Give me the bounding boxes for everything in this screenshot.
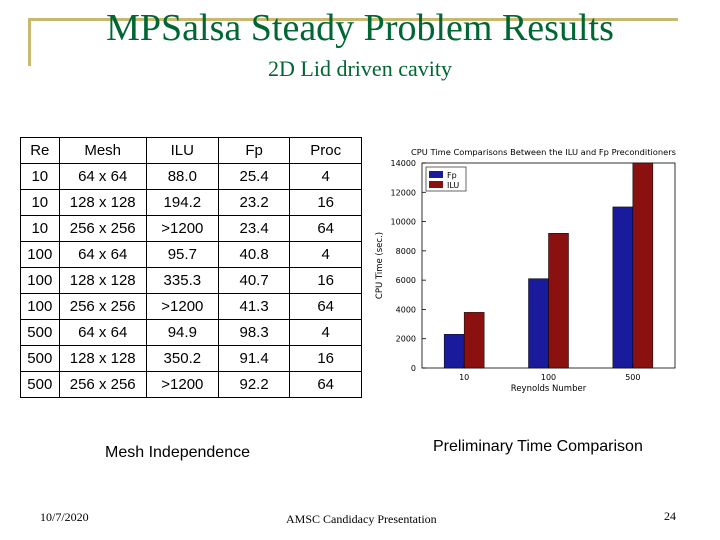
cell-re: 500: [20, 319, 60, 346]
header-fp: Fp: [217, 137, 291, 164]
x-tick-label: 10: [459, 373, 469, 382]
table-row: 10 128 x 128 194.2 23.2 16: [20, 189, 362, 216]
y-tick-label: 4000: [396, 305, 416, 314]
table-caption: Mesh Independence: [105, 444, 250, 461]
cell-proc: 4: [289, 163, 362, 190]
header-ilu: ILU: [145, 137, 219, 164]
table-row: 500 256 x 256 >1200 92.2 64: [20, 371, 362, 398]
results-table: Re Mesh ILU Fp Proc 10 64 x 64 88.0 25.4…: [20, 137, 362, 398]
bar-fp-100: [528, 278, 549, 369]
cell-ilu: 194.2: [145, 189, 219, 216]
cell-fp: 41.3: [217, 293, 291, 320]
chart-caption: Preliminary Time Comparison: [433, 438, 643, 455]
table-row: 100 128 x 128 335.3 40.7 16: [20, 267, 362, 294]
table-row: 10 64 x 64 88.0 25.4 4: [20, 163, 362, 190]
cell-proc: 4: [289, 319, 362, 346]
bar-ilu-100: [548, 233, 569, 369]
y-tick-label: 12000: [391, 188, 416, 197]
header-mesh: Mesh: [58, 137, 147, 164]
cell-fp: 91.4: [217, 345, 291, 372]
cell-mesh: 256 x 256: [58, 371, 147, 398]
cell-fp: 40.8: [217, 241, 291, 268]
cell-mesh: 64 x 64: [58, 241, 147, 268]
table-row: 100 64 x 64 95.7 40.8 4: [20, 241, 362, 268]
chart-title: CPU Time Comparisons Between the ILU and…: [411, 147, 676, 157]
bar-ilu-500: [632, 162, 654, 369]
table-row: 100 256 x 256 >1200 41.3 64: [20, 293, 362, 320]
cell-proc: 16: [289, 345, 362, 372]
y-axis-label: CPU Time (sec.): [375, 232, 385, 299]
cell-fp: 25.4: [217, 163, 291, 190]
bar-ilu-10: [463, 312, 485, 369]
legend-label-ilu: ILU: [447, 181, 459, 190]
cell-proc: 4: [289, 241, 362, 268]
y-tick-label: 10000: [391, 218, 416, 227]
cell-mesh: 128 x 128: [58, 345, 147, 372]
x-axis-label: Reynolds Number: [511, 384, 587, 393]
cell-mesh: 128 x 128: [58, 189, 147, 216]
header-re: Re: [20, 137, 60, 164]
legend-label-fp: Fp: [447, 171, 457, 180]
y-tick-label: 8000: [396, 247, 416, 256]
cell-ilu: 95.7: [145, 241, 219, 268]
y-tick-label: 0: [411, 364, 416, 373]
table-row: 500 128 x 128 350.2 91.4 16: [20, 345, 362, 372]
footer-date: 10/7/2020: [40, 510, 89, 524]
cell-re: 500: [20, 345, 60, 372]
y-tick-label: 6000: [396, 276, 416, 285]
cpu-time-chart: CPU Time Comparisons Between the ILU and…: [375, 147, 676, 393]
table-row: 10 256 x 256 >1200 23.4 64: [20, 215, 362, 242]
decorative-vertical-bar: [28, 18, 31, 66]
cell-re: 10: [20, 215, 60, 242]
cell-mesh: 256 x 256: [58, 215, 147, 242]
bar-fp-500: [612, 206, 634, 369]
cell-fp: 40.7: [217, 267, 291, 294]
cell-ilu: >1200: [145, 371, 219, 398]
cell-re: 10: [20, 189, 60, 216]
y-tick-label: 2000: [396, 335, 416, 344]
table-row: 500 64 x 64 94.9 98.3 4: [20, 319, 362, 346]
cell-mesh: 256 x 256: [58, 293, 147, 320]
legend-swatch-fp: [429, 171, 443, 178]
cell-ilu: 88.0: [145, 163, 219, 190]
bar-fp-10: [443, 334, 465, 369]
header-proc: Proc: [289, 137, 362, 164]
slide-subtitle: 2D Lid driven cavity: [268, 56, 452, 81]
slide-title: MPSalsa Steady Problem Results: [106, 7, 614, 49]
cell-ilu: 94.9: [145, 319, 219, 346]
x-tick-label: 500: [625, 373, 640, 382]
cell-proc: 16: [289, 189, 362, 216]
cell-ilu: 335.3: [145, 267, 219, 294]
cell-proc: 16: [289, 267, 362, 294]
cell-re: 100: [20, 241, 60, 268]
cell-mesh: 128 x 128: [58, 267, 147, 294]
footer-page-number: 24: [664, 509, 676, 523]
cell-mesh: 64 x 64: [58, 319, 147, 346]
cell-ilu: 350.2: [145, 345, 219, 372]
cell-re: 100: [20, 293, 60, 320]
cell-proc: 64: [289, 215, 362, 242]
cell-ilu: >1200: [145, 293, 219, 320]
decorative-horizontal-bar: [28, 18, 678, 21]
footer-presentation-title: AMSC Candidacy Presentation: [286, 512, 437, 526]
y-tick-label: 14000: [391, 159, 416, 168]
legend-swatch-ilu: [429, 181, 443, 188]
x-tick-label: 100: [541, 373, 556, 382]
cell-fp: 98.3: [217, 319, 291, 346]
cell-fp: 92.2: [217, 371, 291, 398]
cell-fp: 23.4: [217, 215, 291, 242]
cell-re: 500: [20, 371, 60, 398]
table-header-row: Re Mesh ILU Fp Proc: [20, 137, 362, 164]
cell-re: 100: [20, 267, 60, 294]
cell-proc: 64: [289, 293, 362, 320]
cell-ilu: >1200: [145, 215, 219, 242]
cell-proc: 64: [289, 371, 362, 398]
cell-re: 10: [20, 163, 60, 190]
cell-mesh: 64 x 64: [58, 163, 147, 190]
cell-fp: 23.2: [217, 189, 291, 216]
